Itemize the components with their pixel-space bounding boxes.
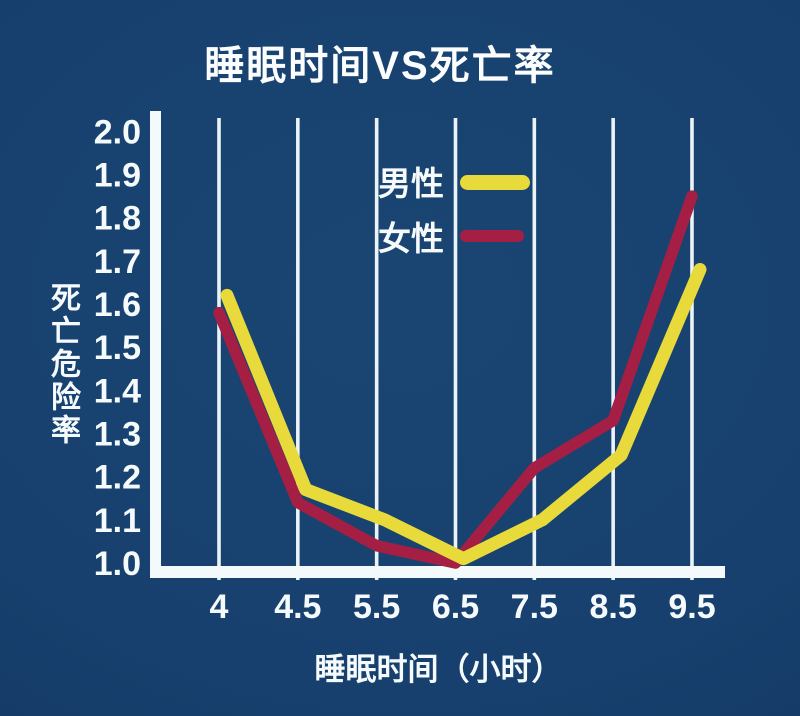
x-axis-line — [150, 566, 725, 578]
y-tick-label: 1.0 — [94, 545, 141, 583]
x-tick-label: 6.5 — [432, 588, 479, 626]
y-tick-label: 1.7 — [94, 243, 141, 281]
x-tick-label: 9.5 — [668, 588, 715, 626]
y-tick-label: 1.6 — [94, 286, 141, 324]
x-tick-label: 7.5 — [511, 588, 558, 626]
y-tick-label: 1.8 — [94, 200, 141, 238]
legend-label-male: 男性 — [378, 165, 444, 202]
legend-item-female: 女性 — [378, 212, 530, 260]
male-line — [220, 263, 707, 566]
legend-label-female: 女性 — [378, 220, 444, 257]
y-tick-label: 1.2 — [94, 459, 141, 497]
x-tick-label: 4.5 — [274, 588, 321, 626]
y-axis-title: 死亡危险率 — [46, 282, 79, 447]
legend-item-male: 男性 — [378, 157, 530, 205]
y-tick-label: 2.0 — [94, 113, 141, 151]
female-line-swatch — [460, 230, 524, 242]
y-tick-label: 1.1 — [94, 502, 141, 540]
chart-title: 睡眠时间VS死亡率 — [204, 44, 556, 88]
y-tick-label: 1.9 — [94, 157, 141, 195]
legend: 男性 女性 — [378, 157, 530, 260]
male-line-swatch — [460, 174, 530, 190]
y-tick-label: 1.5 — [94, 329, 141, 367]
y-axis-line — [150, 111, 161, 578]
x-axis-title: 睡眠时间（小时） — [314, 652, 563, 687]
y-tick-label: 1.3 — [94, 416, 141, 454]
y-tick-label: 1.4 — [94, 372, 141, 410]
x-tick-label: 8.5 — [590, 588, 637, 626]
female-line — [213, 190, 698, 569]
x-tick-label: 4 — [210, 588, 229, 626]
x-tick-label: 5.5 — [353, 588, 400, 626]
